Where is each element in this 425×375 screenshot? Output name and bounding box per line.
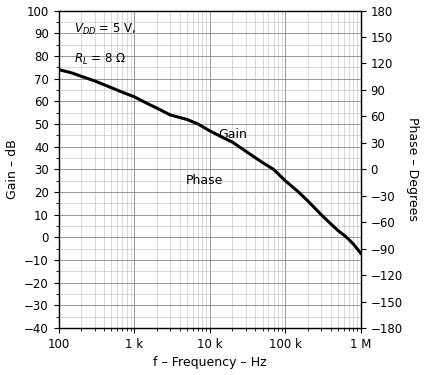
X-axis label: f – Frequency – Hz: f – Frequency – Hz [153, 357, 266, 369]
Y-axis label: Gain – dB: Gain – dB [6, 140, 19, 199]
Text: Gain: Gain [218, 128, 247, 141]
Y-axis label: Phase – Degrees: Phase – Degrees [406, 117, 419, 221]
Text: $R_L$ = 8 Ω: $R_L$ = 8 Ω [74, 52, 126, 67]
Text: Phase: Phase [186, 174, 223, 187]
Text: $V_{DD}$ = 5 V,: $V_{DD}$ = 5 V, [74, 22, 136, 37]
